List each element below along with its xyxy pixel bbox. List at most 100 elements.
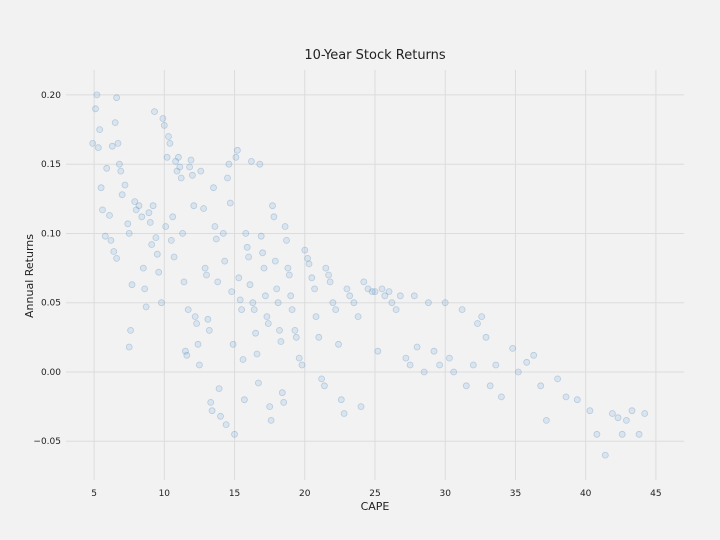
data-point	[474, 320, 481, 327]
data-point	[197, 167, 205, 175]
data-point	[181, 347, 189, 355]
data-point	[174, 153, 182, 161]
data-point	[160, 122, 168, 129]
data-point	[280, 398, 288, 406]
data-point	[445, 354, 453, 362]
data-point	[229, 340, 237, 348]
data-point	[113, 254, 120, 262]
data-point	[266, 403, 274, 411]
data-point	[523, 358, 531, 366]
data-point	[114, 139, 122, 147]
data-point	[641, 410, 649, 417]
data-point	[245, 253, 253, 261]
data-point	[305, 260, 313, 268]
chart-title: 10-Year Stock Returns	[304, 48, 446, 63]
data-point	[233, 146, 241, 154]
data-point	[378, 285, 386, 293]
data-point	[132, 206, 140, 214]
data-point	[343, 285, 351, 293]
data-point	[193, 320, 201, 327]
data-point	[284, 264, 292, 272]
data-point	[226, 199, 234, 207]
data-point	[210, 184, 217, 192]
data-point	[593, 430, 601, 438]
data-point	[458, 306, 466, 314]
data-point	[492, 361, 500, 369]
x-tick-label: 10	[159, 489, 171, 499]
y-axis-label: Annual Returns	[23, 234, 36, 318]
data-point	[537, 382, 545, 390]
x-tick-labels: 5 10 15 20 25 30 35 40 45	[91, 489, 661, 499]
y-tick-label: 0.00	[41, 368, 61, 378]
data-point	[354, 313, 362, 321]
data-point	[270, 213, 278, 221]
data-point	[381, 292, 389, 300]
data-point	[217, 412, 224, 420]
data-point	[601, 451, 609, 459]
data-point	[148, 241, 156, 248]
data-point	[151, 108, 158, 115]
data-point	[288, 306, 296, 314]
data-point	[254, 379, 262, 387]
data-point	[190, 202, 198, 210]
data-point	[145, 209, 153, 217]
data-point	[374, 347, 382, 355]
data-point	[335, 340, 342, 348]
data-point	[250, 306, 258, 314]
data-point	[203, 271, 210, 279]
data-point	[253, 350, 261, 358]
data-point	[239, 356, 247, 363]
data-point	[139, 264, 147, 272]
data-point	[131, 198, 139, 206]
data-point	[260, 264, 268, 272]
data-point	[509, 344, 516, 352]
data-point	[167, 236, 175, 244]
data-point	[153, 250, 161, 258]
data-point	[207, 398, 215, 406]
data-point	[514, 368, 522, 376]
data-point	[340, 410, 348, 417]
data-point	[222, 421, 230, 429]
data-point	[273, 285, 281, 293]
data-point	[152, 234, 160, 242]
y-tick-label: 0.15	[41, 160, 61, 170]
data-point	[141, 285, 149, 293]
data-point	[187, 156, 195, 164]
data-point	[276, 326, 283, 334]
data-point	[135, 202, 143, 210]
data-point	[635, 430, 643, 438]
x-tick-label: 35	[510, 489, 521, 499]
data-point	[146, 218, 154, 226]
data-point	[211, 223, 219, 230]
data-point	[497, 393, 505, 401]
data-point	[368, 288, 376, 296]
data-point	[392, 306, 400, 314]
data-point	[249, 299, 257, 307]
data-point	[450, 368, 458, 376]
data-point	[360, 278, 368, 286]
data-point	[402, 354, 410, 362]
data-point	[242, 229, 250, 237]
data-point	[274, 299, 282, 307]
data-point	[388, 299, 396, 307]
x-tick-label: 25	[369, 489, 380, 499]
x-tick-label: 20	[299, 489, 311, 499]
data-point	[406, 361, 414, 369]
data-point	[554, 375, 561, 383]
data-point	[191, 313, 199, 321]
data-point	[298, 361, 306, 369]
data-point	[441, 299, 449, 307]
data-point	[628, 407, 636, 415]
y-tick-label: 0.20	[41, 91, 61, 101]
data-point	[194, 340, 202, 348]
data-point	[420, 368, 428, 376]
data-point	[410, 292, 418, 300]
data-point	[125, 343, 133, 351]
data-point	[486, 382, 494, 390]
data-point	[176, 163, 184, 171]
data-point	[271, 257, 279, 265]
data-point	[106, 211, 113, 219]
data-point	[111, 119, 119, 126]
data-point	[478, 313, 486, 321]
data-point	[173, 167, 181, 175]
